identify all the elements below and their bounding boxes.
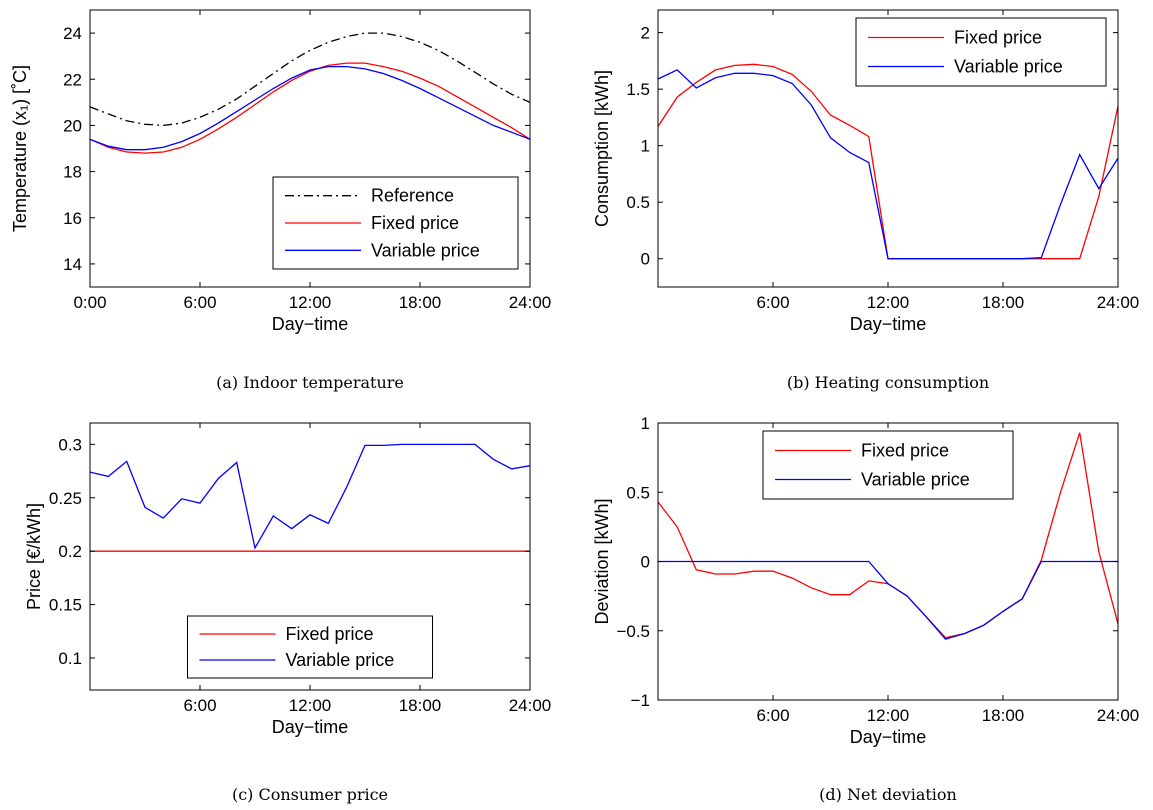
panel-caption: (d) Net deviation bbox=[819, 785, 957, 804]
x-axis-label: Day−time bbox=[272, 717, 349, 737]
legend: Reference Fixed price Variable price bbox=[272, 176, 519, 270]
y-tick-label: 14 bbox=[63, 255, 82, 274]
series-line-reference bbox=[90, 32, 530, 127]
y-tick-label: −1 bbox=[631, 691, 650, 710]
x-tick-label: 12:00 bbox=[289, 696, 332, 715]
y-tick-label: 0.25 bbox=[49, 489, 82, 508]
x-tick-label: 24:00 bbox=[509, 293, 552, 312]
y-tick-label: 22 bbox=[63, 70, 82, 89]
panel-net-deviation: 6:00 12:00 18:00 24:00 −1 −0.5 0 0.5 1 Day−time De… bbox=[592, 414, 1139, 804]
legend-entry-label: Fixed price bbox=[286, 624, 374, 644]
panel-caption: (b) Heating consumption bbox=[787, 373, 989, 392]
x-axis-label: Day−time bbox=[850, 727, 927, 747]
y-tick-label: 1 bbox=[641, 414, 650, 433]
x-tick-label: 18:00 bbox=[982, 706, 1025, 725]
y-tick-label: 1 bbox=[641, 137, 650, 156]
legend-entry-label: Fixed price bbox=[954, 28, 1042, 48]
series-line-variable-price bbox=[90, 65, 530, 151]
x-tick-label: 24:00 bbox=[1097, 706, 1140, 725]
y-tick-label: 0.2 bbox=[58, 542, 82, 561]
y-tick-label: 0.5 bbox=[626, 483, 650, 502]
x-tick-label: 12:00 bbox=[867, 293, 910, 312]
y-axis-label: Consumption [kWh] bbox=[592, 70, 612, 227]
x-axis-label: Day−time bbox=[850, 314, 927, 334]
y-tick-label: 0.1 bbox=[58, 649, 82, 668]
y-tick-label: 2 bbox=[641, 24, 650, 43]
y-tick-label: 16 bbox=[63, 209, 82, 228]
legend-entry-label: Variable price bbox=[954, 57, 1063, 77]
x-tick-label: 0:00 bbox=[73, 293, 106, 312]
panel-caption: (c) Consumer price bbox=[232, 785, 388, 804]
y-tick-label: 0.5 bbox=[626, 193, 650, 212]
y-axis-label: Temperature (x₁) [˚C] bbox=[10, 65, 30, 232]
panel-caption: (a) Indoor temperature bbox=[216, 373, 404, 392]
y-tick-label: 0.3 bbox=[58, 435, 82, 454]
legend-box bbox=[855, 17, 1107, 87]
x-tick-label: 6:00 bbox=[756, 706, 789, 725]
y-tick-label: 0 bbox=[641, 250, 650, 269]
panel-indoor-temperature: 0:00 6:00 12:00 18:00 24:00 14 16 18 20 22 24 Day−t… bbox=[10, 9, 552, 392]
y-tick-label: 20 bbox=[63, 116, 82, 135]
legend-entry-label: Variable price bbox=[286, 650, 395, 670]
legend: Fixed price Variable price bbox=[762, 430, 1014, 500]
legend: Fixed price Variable price bbox=[855, 17, 1107, 87]
legend-box bbox=[762, 430, 1014, 500]
y-axis-label: Price [€/kWh] bbox=[24, 503, 44, 610]
x-tick-label: 12:00 bbox=[289, 293, 332, 312]
legend-entry-label: Variable price bbox=[861, 470, 970, 490]
panel-consumer-price: 6:00 12:00 18:00 24:00 0.1 0.15 0.2 0.25 0.3 Day−… bbox=[24, 422, 552, 804]
y-axis-label: Deviation [kWh] bbox=[592, 498, 612, 624]
series-group bbox=[658, 432, 1118, 640]
series-group bbox=[90, 443, 530, 552]
y-tick-label: 24 bbox=[63, 24, 82, 43]
x-tick-label: 24:00 bbox=[509, 696, 552, 715]
panel-heating-consumption: 6:00 12:00 18:00 24:00 0 0.5 1 1.5 2 Day−time Cons… bbox=[592, 9, 1140, 392]
x-tick-label: 18:00 bbox=[399, 696, 442, 715]
x-tick-label: 6:00 bbox=[183, 293, 216, 312]
legend-entry-label: Fixed price bbox=[861, 441, 949, 461]
series-line-fixed-price bbox=[90, 62, 530, 154]
x-axis-label: Day−time bbox=[272, 314, 349, 334]
series-line-variable-price bbox=[658, 560, 1118, 640]
y-tick-label: 0 bbox=[641, 553, 650, 572]
y-tick-label: −0.5 bbox=[616, 622, 650, 641]
legend-box bbox=[187, 615, 433, 679]
x-tick-label: 6:00 bbox=[756, 293, 789, 312]
x-tick-label: 24:00 bbox=[1097, 293, 1140, 312]
series-group bbox=[658, 63, 1118, 260]
series-line-variable-price bbox=[90, 443, 530, 550]
y-tick-label: 1.5 bbox=[626, 80, 650, 99]
x-tick-label: 18:00 bbox=[982, 293, 1025, 312]
legend: Fixed price Variable price bbox=[187, 615, 433, 679]
y-tick-label: 0.15 bbox=[49, 596, 82, 615]
y-tick-label: 18 bbox=[63, 163, 82, 182]
x-tick-label: 6:00 bbox=[183, 696, 216, 715]
series-line-variable-price bbox=[658, 69, 1118, 260]
series-group bbox=[90, 32, 530, 154]
legend-entry-label: Fixed price bbox=[371, 213, 459, 233]
x-tick-label: 18:00 bbox=[399, 293, 442, 312]
x-tick-label: 12:00 bbox=[867, 706, 910, 725]
legend-entry-label: Variable price bbox=[371, 240, 480, 260]
legend-entry-label: Reference bbox=[371, 186, 454, 206]
